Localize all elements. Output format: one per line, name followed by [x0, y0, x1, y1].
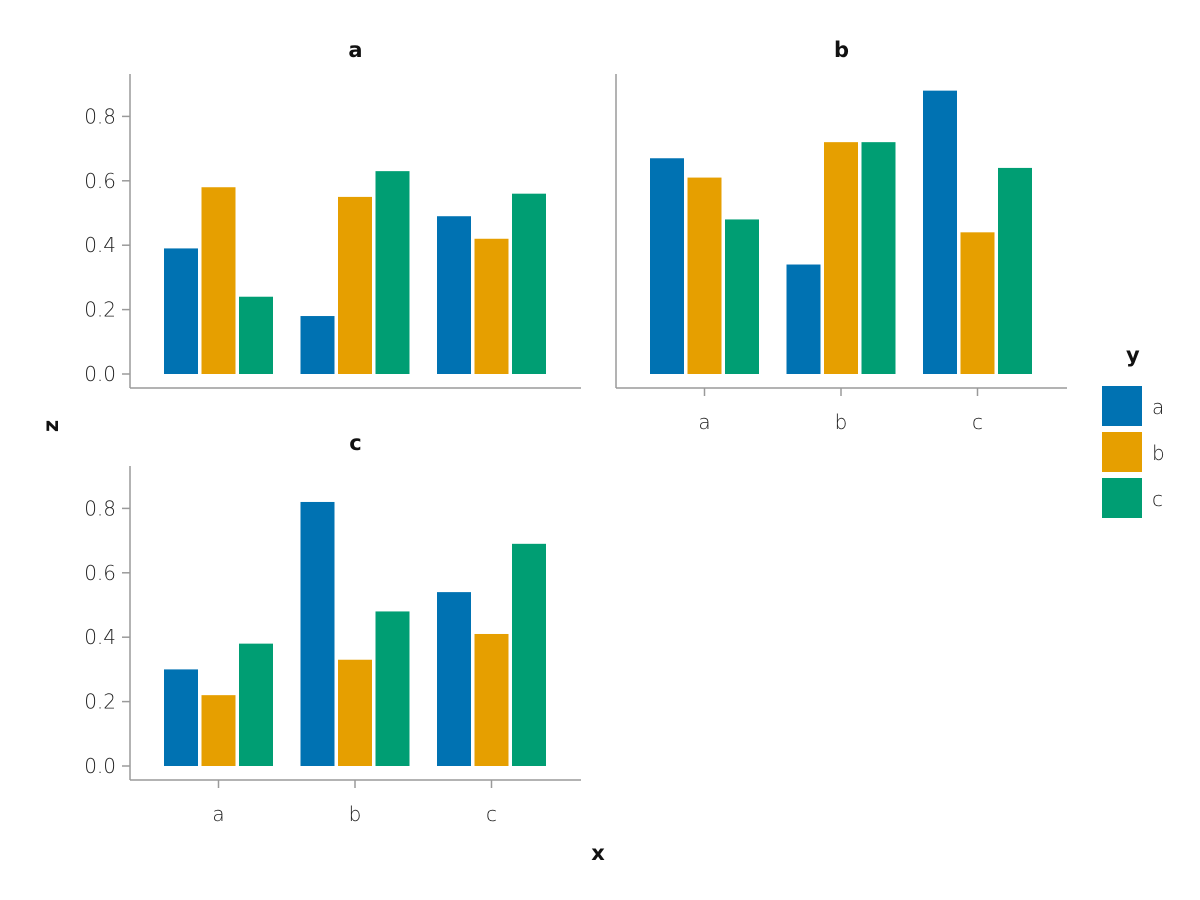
bar-b-b-b — [824, 142, 858, 374]
bar-a-a-b — [201, 187, 236, 374]
y-tick-label: 0.8 — [84, 104, 116, 128]
legend-swatch-a — [1102, 386, 1142, 426]
bar-a-a-a — [164, 248, 198, 374]
bar-b-b-c — [861, 142, 896, 374]
bar-b-a-a — [650, 158, 684, 374]
bar-c-b-c — [375, 611, 410, 766]
legend-swatch-c — [1102, 478, 1142, 518]
bar-a-c-c — [512, 193, 546, 374]
y-tick-label: 0.6 — [84, 561, 116, 585]
bar-c-c-a — [437, 592, 471, 766]
bar-c-a-c — [239, 643, 273, 766]
x-tick-label: c — [972, 410, 983, 434]
x-tick-label: a — [212, 802, 224, 826]
x-tick-label: a — [698, 410, 710, 434]
y-tick-label: 0.4 — [84, 625, 116, 649]
legend-label-c: c — [1152, 487, 1163, 511]
legend: y abc — [1102, 343, 1165, 518]
bar-a-c-b — [474, 238, 509, 374]
y-tick-label: 0.2 — [84, 690, 116, 714]
panel-title: c — [349, 431, 361, 455]
panel-b: b a b c — [615, 38, 1067, 434]
bar-b-c-b — [960, 232, 995, 374]
legend-swatch-b — [1102, 432, 1142, 472]
y-tick-label: 0.8 — [84, 496, 116, 520]
bar-c-b-b — [338, 659, 372, 766]
bar-c-a-a — [164, 669, 198, 766]
bar-b-c-a — [923, 90, 957, 374]
bar-c-b-a — [300, 501, 335, 766]
panels: a 0.0 0.2 0.4 0.6 0.8 b a b c c 0.0 0.2 0.4 0.6 0.8 a b c — [84, 38, 1067, 826]
y-tick-label: 0.2 — [84, 298, 116, 322]
x-axis-title: x — [591, 841, 605, 865]
legend-label-b: b — [1152, 441, 1165, 465]
y-tick-label: 0.0 — [84, 754, 116, 778]
bar-b-a-c — [725, 219, 759, 374]
legend-label-a: a — [1152, 395, 1164, 419]
legend-entries: abc — [1102, 386, 1165, 518]
bar-c-c-c — [512, 543, 546, 766]
legend-title: y — [1126, 343, 1140, 367]
panel-c: c 0.0 0.2 0.4 0.6 0.8 a b c — [84, 431, 581, 826]
bar-b-b-a — [786, 264, 821, 374]
y-tick-label: 0.6 — [84, 169, 116, 193]
panel-title: a — [348, 38, 362, 62]
bar-b-c-c — [998, 167, 1032, 374]
y-axis-title: z — [39, 420, 63, 432]
panel-a: a 0.0 0.2 0.4 0.6 0.8 — [84, 38, 581, 389]
bar-a-b-b — [338, 196, 372, 374]
bar-a-a-c — [239, 296, 273, 374]
panel-title: b — [834, 38, 849, 62]
y-tick-label: 0.4 — [84, 233, 116, 257]
bar-a-b-a — [300, 316, 335, 374]
y-tick-label: 0.0 — [84, 362, 116, 386]
x-tick-label: b — [349, 802, 362, 826]
bar-b-a-b — [687, 177, 722, 374]
bar-c-a-b — [201, 695, 236, 766]
x-tick-label: c — [486, 802, 497, 826]
bar-a-b-c — [375, 171, 410, 374]
bar-a-c-a — [437, 216, 471, 374]
x-tick-label: b — [835, 410, 848, 434]
bar-c-c-b — [474, 633, 509, 766]
